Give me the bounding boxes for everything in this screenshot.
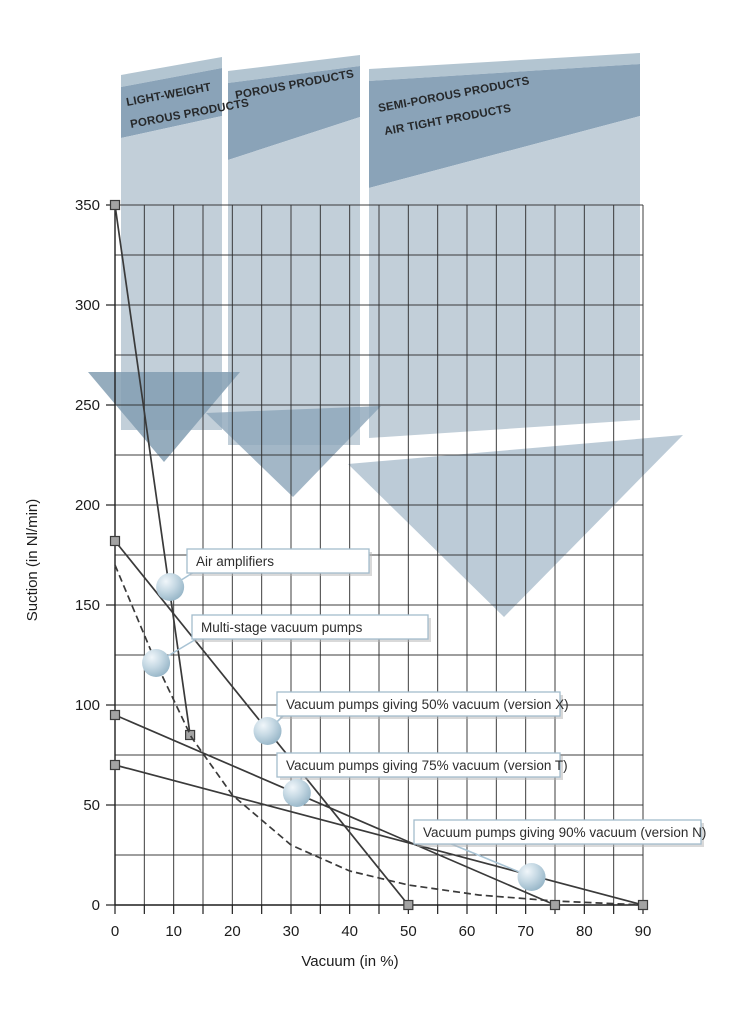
data-point-marker bbox=[109, 535, 121, 547]
data-point-marker bbox=[109, 199, 121, 211]
series-point-ball bbox=[517, 863, 546, 891]
callouts: Air amplifiers Multi-stage vacuum pumps Va… bbox=[142, 548, 706, 891]
banner2-dark-panel bbox=[228, 66, 360, 160]
down-arrow-icon bbox=[88, 372, 240, 462]
callout-3: Vacuum pumps giving 75% vacuum (version … bbox=[276, 752, 568, 807]
x-tick-label: 80 bbox=[576, 923, 593, 940]
y-tick-label: 50 bbox=[83, 797, 100, 814]
series-line bbox=[114, 204, 191, 736]
data-point-marker bbox=[184, 729, 196, 741]
y-tick-label: 350 bbox=[75, 197, 100, 214]
banner3-dark-panel bbox=[369, 64, 640, 188]
banner-group: LIGHT-WEIGHT POROUS PRODUCTS POROUS PROD… bbox=[88, 53, 683, 617]
banner2-top-bevel bbox=[228, 55, 360, 83]
callout-label: Vacuum pumps giving 75% vacuum (version … bbox=[286, 758, 568, 773]
banner2-light-panel bbox=[228, 117, 360, 445]
data-series bbox=[109, 199, 649, 911]
callout-box bbox=[276, 691, 561, 717]
banner3-top-bevel bbox=[369, 53, 640, 81]
series-point-ball bbox=[253, 717, 282, 745]
series-point-ball bbox=[142, 649, 171, 677]
series-line bbox=[114, 764, 644, 906]
y-tick-label: 0 bbox=[92, 897, 100, 914]
banner-semi-porous-air-tight-products bbox=[369, 53, 640, 438]
callout-4: Vacuum pumps giving 90% vacuum (version … bbox=[413, 819, 706, 891]
data-point-marker bbox=[637, 899, 649, 911]
series-air-amplifiers bbox=[109, 199, 196, 741]
callout-2: Vacuum pumps giving 50% vacuum (version … bbox=[253, 691, 569, 745]
callout-box bbox=[276, 752, 561, 778]
x-tick-label: 0 bbox=[111, 923, 119, 940]
data-point-marker bbox=[109, 709, 121, 721]
x-tick-label: 50 bbox=[400, 923, 417, 940]
callout-1: Multi-stage vacuum pumps bbox=[142, 614, 431, 677]
series-vacuum-pumps-giving-90-vacuum-version-n bbox=[109, 759, 649, 911]
x-tick-label: 90 bbox=[635, 923, 652, 940]
y-tick-label: 150 bbox=[75, 597, 100, 614]
down-arrow-icon bbox=[348, 435, 683, 617]
x-tick-label: 60 bbox=[459, 923, 476, 940]
banner1-light-panel bbox=[121, 116, 222, 430]
callout-label: Multi-stage vacuum pumps bbox=[201, 620, 363, 635]
callout-box bbox=[191, 614, 429, 640]
callout-leader-line bbox=[448, 842, 532, 878]
banner-porous-products bbox=[228, 55, 360, 445]
y-axis-title: Suction (in Nl/min) bbox=[24, 499, 41, 622]
y-tick-label: 250 bbox=[75, 397, 100, 414]
callout-label: Vacuum pumps giving 90% vacuum (version … bbox=[423, 825, 706, 840]
series-multi-stage-vacuum-pumps bbox=[114, 564, 644, 906]
series-line bbox=[114, 714, 556, 906]
data-point-marker bbox=[109, 759, 121, 771]
down-arrow-icon bbox=[206, 406, 381, 497]
axes: 0 10 20 30 40 50 60 70 80 90 0 50 100 150 200 250 300 350 bbox=[75, 197, 651, 940]
y-tick-label: 200 bbox=[75, 497, 100, 514]
series-line bbox=[114, 564, 644, 906]
y-tick-label: 300 bbox=[75, 297, 100, 314]
banner-arrowheads bbox=[88, 372, 683, 617]
x-tick-label: 40 bbox=[341, 923, 358, 940]
callout-label: Vacuum pumps giving 50% vacuum (version … bbox=[286, 697, 569, 712]
banner3-light-panel bbox=[369, 116, 640, 438]
banner1-dark-panel bbox=[121, 68, 222, 138]
banner1-top-bevel bbox=[121, 57, 222, 87]
callout-label: Air amplifiers bbox=[196, 554, 274, 569]
banner-lightweight-porous-products bbox=[121, 57, 222, 430]
series-vacuum-pumps-giving-75-vacuum-version-t bbox=[109, 709, 561, 911]
callout-box bbox=[413, 819, 702, 845]
x-axis-title: Vacuum (in %) bbox=[301, 953, 398, 970]
x-tick-label: 20 bbox=[224, 923, 241, 940]
data-point-marker bbox=[549, 899, 561, 911]
series-point-ball bbox=[156, 573, 185, 601]
y-tick-label: 100 bbox=[75, 697, 100, 714]
data-point-marker bbox=[403, 899, 414, 911]
x-tick-label: 70 bbox=[517, 923, 534, 940]
x-tick-label: 30 bbox=[283, 923, 300, 940]
callout-box bbox=[186, 548, 370, 574]
x-tick-label: 10 bbox=[165, 923, 182, 940]
series-point-ball bbox=[282, 779, 311, 807]
callout-0: Air amplifiers bbox=[156, 548, 372, 601]
